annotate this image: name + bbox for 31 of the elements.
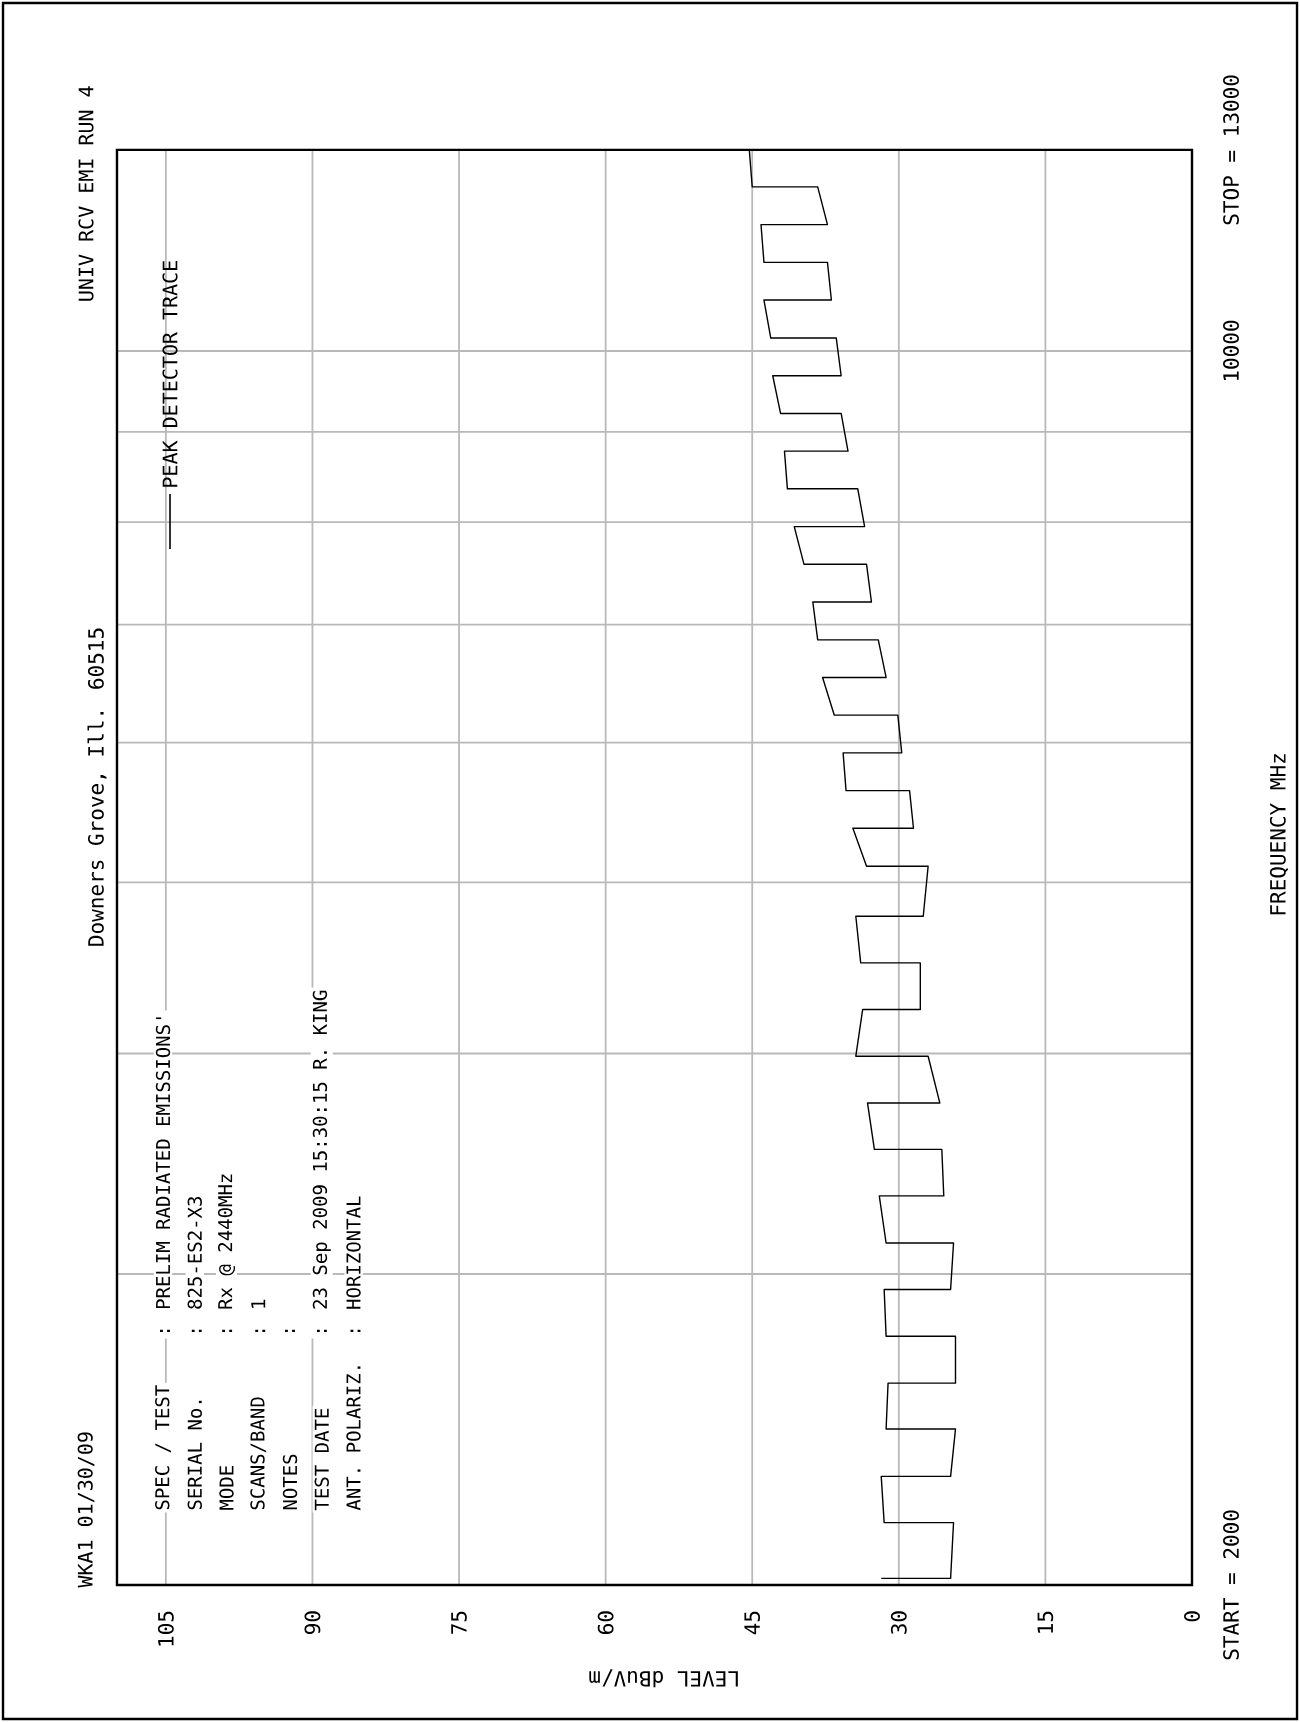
annotation: TEST DATE xyxy=(314,1408,329,1511)
y-axis-title: FREQUENCY MHz xyxy=(1269,754,1289,915)
y-tick-label: STOP = 13000 xyxy=(1223,75,1239,225)
x-tick-label: 60 xyxy=(597,1611,614,1634)
annotation: SCANS/BAND xyxy=(250,1397,267,1510)
annotation: SERIAL No. xyxy=(187,1400,202,1510)
annotation: NOTES xyxy=(282,1454,298,1510)
annotation: : HORIZONTAL xyxy=(346,1196,361,1333)
x-tick-label: 75 xyxy=(451,1611,467,1634)
x-tick-label: 30 xyxy=(890,1611,907,1634)
x-axis-title: LEVEL dBuV/m xyxy=(589,1669,738,1688)
annotation: MODE xyxy=(219,1466,234,1510)
annotation: : Rx @ 2440MHz xyxy=(217,1174,236,1333)
text: WKA1 01/30/09 xyxy=(77,1432,95,1588)
annotation: : PRELIM RADIATED EMISSIONS' xyxy=(155,1017,171,1333)
annotation: SPEC / TEST xyxy=(155,1385,171,1510)
x-tick-label: 90 xyxy=(304,1611,321,1634)
x-tick-label: 45 xyxy=(744,1611,761,1635)
text: PEAK DETECTOR TRACE xyxy=(162,261,178,487)
annotation: ANT. POLARIZ. xyxy=(346,1366,361,1511)
annotation: : 1 xyxy=(251,1299,266,1333)
x-tick-label: 15 xyxy=(1037,1611,1054,1633)
text: UNIV RCV EMI RUN 4 xyxy=(78,86,94,301)
y-tick-label: 10000 xyxy=(1223,320,1239,381)
x-tick-label: 105 xyxy=(157,1611,174,1646)
annotation: : 23 Sep 2009 15:30:15 R. KING xyxy=(312,990,331,1333)
text: Downers Grove, Ill. 60515 xyxy=(87,628,107,946)
annotation: : 825-ES2-X3 xyxy=(187,1196,202,1333)
annotation: : xyxy=(285,1329,295,1333)
y-tick-label: START = 2000 xyxy=(1223,1510,1239,1660)
x-tick-label: 0 xyxy=(1184,1611,1200,1622)
